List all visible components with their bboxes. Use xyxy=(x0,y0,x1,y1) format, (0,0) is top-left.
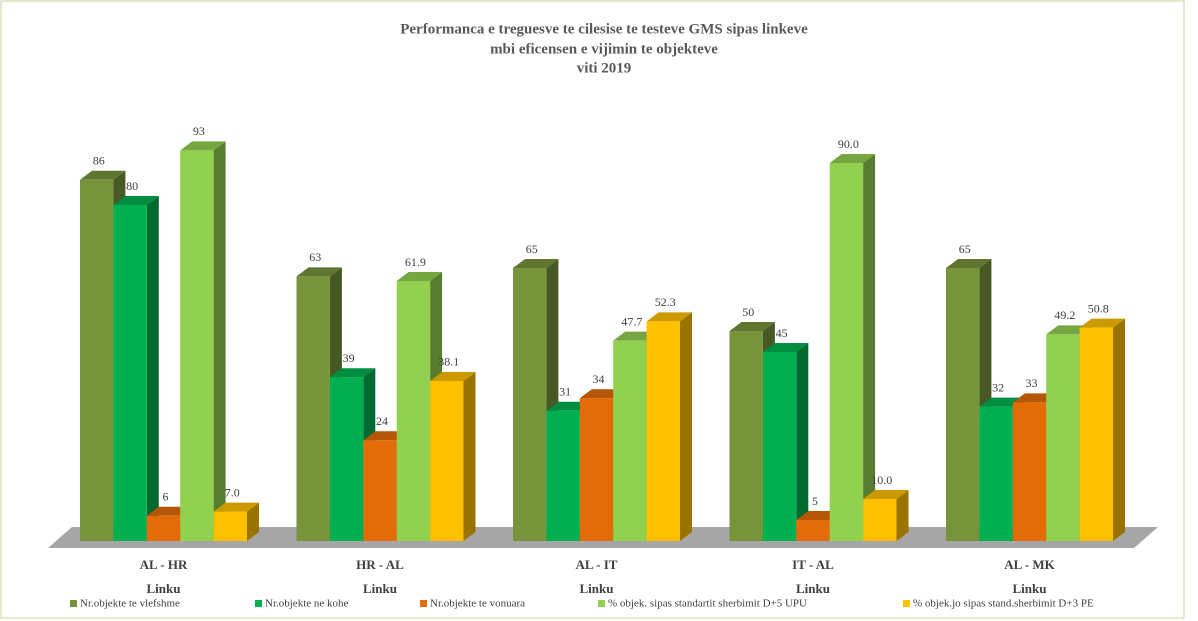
bar-top xyxy=(80,170,126,180)
bar-top xyxy=(329,368,376,378)
legend-swatch xyxy=(903,600,910,607)
bar-side xyxy=(463,371,476,541)
bar-top xyxy=(430,371,476,381)
bar xyxy=(863,499,897,541)
data-label: 34 xyxy=(593,372,605,386)
bar-side xyxy=(146,196,159,541)
legend-label: % objek.jo sipas stand.sherbimit D+3 PE xyxy=(913,598,1094,610)
x-axis-label: Linku xyxy=(363,581,397,596)
bar-top xyxy=(213,502,259,512)
data-label: 5 xyxy=(812,494,818,508)
bar xyxy=(829,163,864,541)
legend-swatch xyxy=(420,600,427,607)
legend-swatch xyxy=(255,600,262,607)
data-label: 38.1 xyxy=(438,355,459,369)
bar xyxy=(329,377,364,541)
bar xyxy=(1079,327,1113,541)
bar xyxy=(430,380,464,541)
bar-top xyxy=(1079,318,1125,328)
bar xyxy=(80,179,114,542)
bar xyxy=(1012,402,1047,541)
bar xyxy=(1046,334,1080,541)
x-axis-label: Linku xyxy=(1013,581,1047,596)
x-axis-label: Linku xyxy=(147,581,181,596)
bar xyxy=(646,321,680,541)
chart-title: mbi eficensen e vijimin te objekteve xyxy=(490,41,718,57)
legend-label: % objek. sipas standartit sherbimit D+5 … xyxy=(608,598,807,610)
bar-side xyxy=(1113,318,1125,541)
data-label: 32 xyxy=(992,380,1004,394)
data-label: 39 xyxy=(343,351,355,365)
data-label: 24 xyxy=(376,414,388,428)
bar-top xyxy=(863,490,909,499)
bar xyxy=(146,515,181,541)
bar-top xyxy=(729,322,775,331)
data-label: 7.0 xyxy=(225,485,240,499)
data-label: 52.3 xyxy=(655,295,676,309)
bar-top xyxy=(646,312,692,322)
data-label: 61.9 xyxy=(405,255,426,269)
x-tick-label: AL - IT xyxy=(576,557,618,572)
x-tick-label: HR - AL xyxy=(356,557,404,572)
data-label: 50 xyxy=(742,305,754,319)
data-label: 47.7 xyxy=(621,314,642,328)
bar xyxy=(796,520,830,541)
data-label: 50.8 xyxy=(1088,301,1109,315)
data-label: 49.2 xyxy=(1054,308,1075,322)
data-label: 65 xyxy=(526,242,538,256)
bar-side xyxy=(896,490,909,541)
bar xyxy=(613,340,647,541)
bar-side xyxy=(863,154,876,541)
x-axis-label: Linku xyxy=(796,581,830,596)
bar xyxy=(396,281,431,541)
bar xyxy=(113,205,147,541)
data-label: 65 xyxy=(959,242,971,256)
bar-side xyxy=(796,343,809,541)
bar xyxy=(180,150,214,541)
bar xyxy=(513,268,547,541)
bar-top xyxy=(180,141,226,151)
legend-label: Nr.objekte te vonuara xyxy=(430,598,525,610)
data-label: 86 xyxy=(93,154,105,168)
chart-title: Performanca e treguesve te cilesise te t… xyxy=(400,21,808,37)
bar xyxy=(946,268,980,541)
bar-side xyxy=(680,312,692,541)
bar-top xyxy=(113,196,159,205)
legend-label: Nr.objekte ne kohe xyxy=(265,598,349,610)
data-label: 31 xyxy=(559,385,571,399)
bar-top xyxy=(762,343,809,352)
bar xyxy=(363,440,397,541)
x-tick-label: AL - MK xyxy=(1004,557,1055,572)
data-label: 63 xyxy=(309,250,321,264)
chart-title: viti 2019 xyxy=(577,60,632,76)
bar-top xyxy=(296,267,342,277)
legend-label: Nr.objekte te vlefshme xyxy=(80,598,180,610)
data-label: 80 xyxy=(126,179,138,193)
data-label: 6 xyxy=(163,490,169,504)
bar xyxy=(729,331,763,541)
legend-swatch xyxy=(70,600,77,607)
bar xyxy=(762,352,797,541)
bar-side xyxy=(213,141,226,541)
x-tick-label: IT - AL xyxy=(792,557,834,572)
data-label: 33 xyxy=(1026,376,1038,390)
bar xyxy=(213,511,247,541)
bar-top xyxy=(513,259,559,268)
data-label: 10.0 xyxy=(871,473,892,487)
data-label: 45 xyxy=(776,326,788,340)
bar xyxy=(546,410,580,541)
x-tick-label: AL - HR xyxy=(140,557,188,572)
data-label: 90.0 xyxy=(838,137,859,151)
bar xyxy=(979,406,1013,541)
bar xyxy=(579,398,614,541)
legend-swatch xyxy=(598,600,605,607)
bar-top xyxy=(396,272,443,282)
bar-side xyxy=(247,502,259,541)
bar-top xyxy=(829,154,876,163)
data-label: 93 xyxy=(193,124,205,138)
bar-top xyxy=(946,259,992,268)
x-axis-label: Linku xyxy=(580,581,614,596)
bar xyxy=(296,276,330,541)
